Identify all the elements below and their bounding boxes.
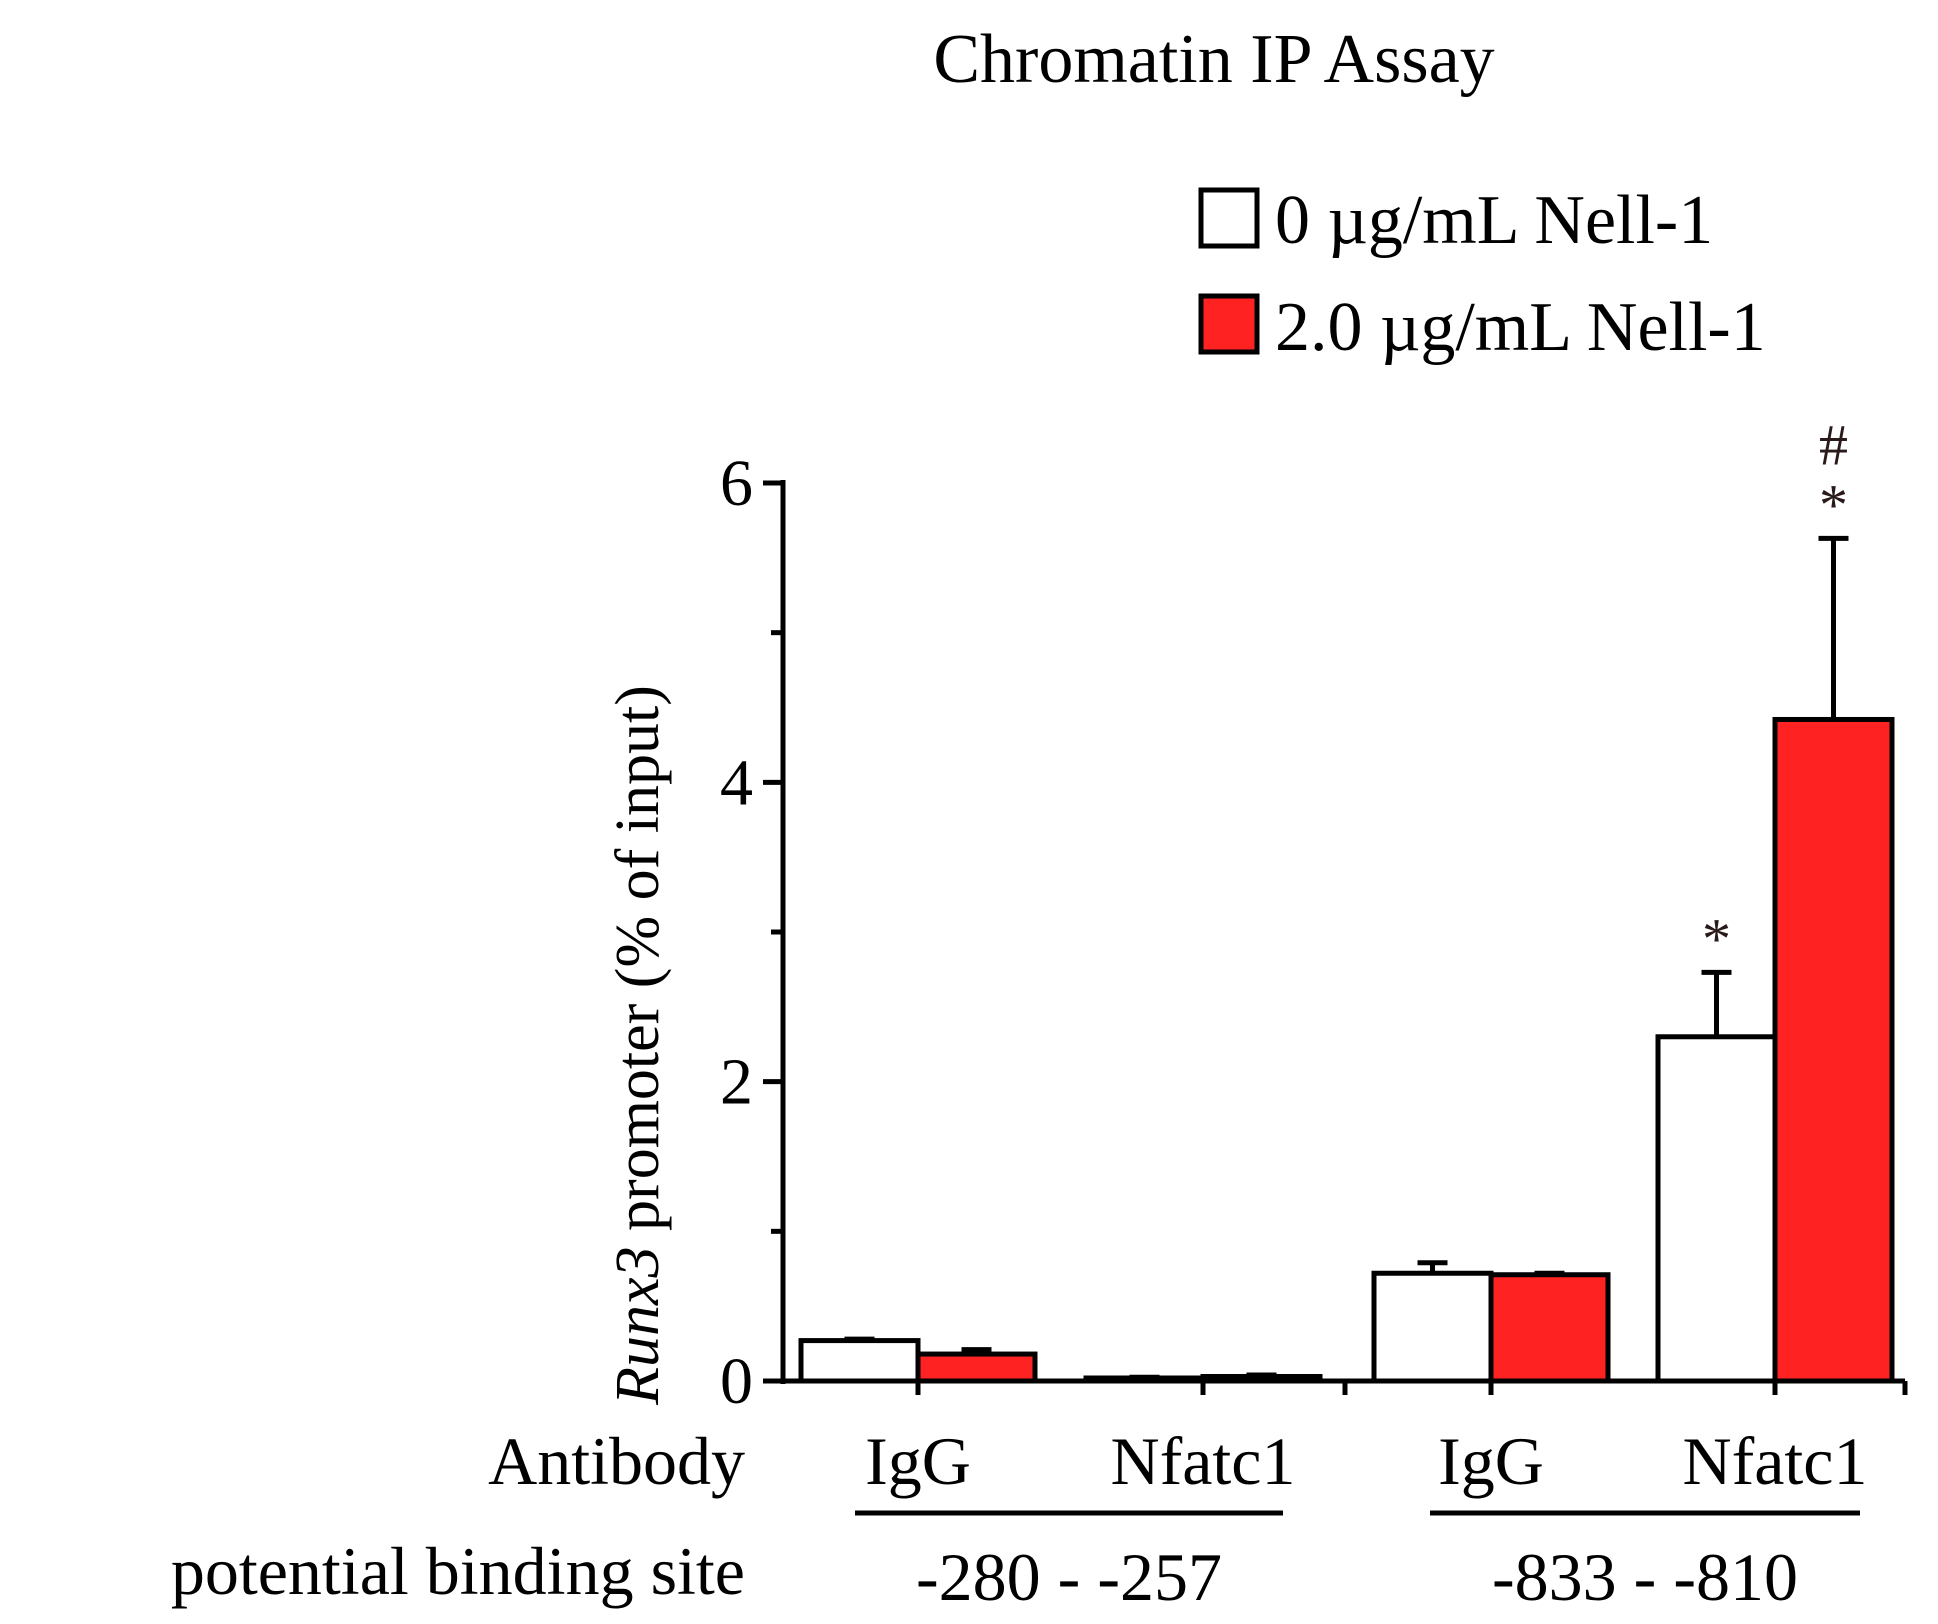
binding-site-label: -833 - -810 [1492, 1539, 1798, 1615]
bar-igg-series0 [798, 1338, 921, 1384]
legend-label-1: 2.0 µg/mL Nell-1 [1275, 289, 1766, 366]
x-labels: IgG Nfatc1 -280 - -257 IgG Nfatc1 -833 - -810… [171, 1423, 1868, 1615]
bar-nfatc1-series0 [1655, 1034, 1778, 1384]
row-label-antibody: Antibody [488, 1423, 745, 1499]
antibody-label: Nfatc1 [1110, 1423, 1295, 1499]
antibody-label: Nfatc1 [1682, 1423, 1867, 1499]
bar-nfatc1-series1 [1772, 716, 1895, 1384]
binding-site-label: -280 - -257 [916, 1539, 1222, 1615]
antibody-label: IgG [1438, 1423, 1544, 1499]
y-axis-label-italic: Runx3 [604, 1246, 672, 1405]
legend-swatch-0 [1198, 187, 1260, 249]
y-tick-label: 2 [720, 1046, 753, 1119]
legend: 0 µg/mL Nell-1 2.0 µg/mL Nell-1 [1198, 182, 1766, 366]
significance-marker: * [1702, 906, 1731, 971]
legend-label-0: 0 µg/mL Nell-1 [1275, 182, 1713, 259]
chart-title: Chromatin IP Assay [933, 21, 1494, 98]
legend-swatch-1 [1198, 293, 1260, 355]
significance-marker-hash: # [1819, 412, 1848, 477]
bars: **# [798, 412, 1895, 1384]
bar-igg-series1 [1488, 1272, 1611, 1384]
bar-igg-series1 [915, 1351, 1038, 1384]
y-axis-label-rest: promoter (% of input) [604, 685, 672, 1246]
antibody-label: IgG [865, 1423, 971, 1499]
bar-igg-series0 [1371, 1270, 1494, 1384]
y-tick-label: 0 [720, 1345, 753, 1418]
y-axis-label: Runx3 promoter (% of input) [604, 685, 672, 1406]
y-tick-label: 6 [720, 447, 753, 520]
significance-marker: * [1819, 472, 1848, 537]
row-label-binding-site: potential binding site [171, 1533, 745, 1609]
y-tick-label: 4 [720, 746, 753, 819]
